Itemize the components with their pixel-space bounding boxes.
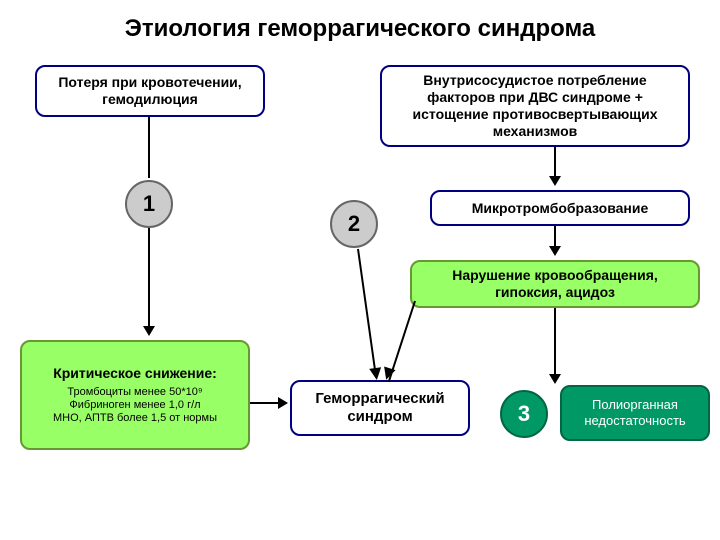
circle-1-label: 1 (143, 191, 155, 217)
box-hypoxia-text: Нарушение кровообращения, гипоксия, ацид… (422, 267, 688, 301)
box-hypoxia: Нарушение кровообращения, гипоксия, ацид… (410, 260, 700, 308)
arrow-loss-to-1 (148, 117, 150, 178)
box-polyorgan: Полиорганная недостаточность (560, 385, 710, 441)
circle-3: 3 (500, 390, 548, 438)
critical-item-0: Тромбоциты менее 50*10⁹ (53, 386, 217, 399)
box-critical-title: Критическое снижение: (53, 365, 217, 382)
arrow-head-critical-to-hs (278, 397, 288, 409)
arrow-hyp-to-3 (554, 308, 556, 376)
critical-item-2: МНО, АПТВ более 1,5 от нормы (53, 412, 217, 425)
arrow-intra-to-micro (554, 147, 556, 178)
box-critical-items: Тромбоциты менее 50*10⁹ Фибриноген менее… (53, 386, 217, 426)
box-polyorgan-text: Полиорганная недостаточность (572, 397, 698, 428)
arrow-2-to-hs (357, 249, 377, 378)
box-intravascular-text: Внутрисосудистое потребление факторов пр… (392, 72, 678, 139)
arrow-critical-to-hs (250, 402, 280, 404)
box-critical-decrease: Критическое снижение: Тромбоциты менее 5… (20, 340, 250, 450)
box-blood-loss-text: Потеря при кровотечении, гемодилюция (47, 74, 253, 108)
circle-3-label: 3 (518, 401, 530, 427)
arrow-micro-to-hyp (554, 226, 556, 248)
circle-2-label: 2 (348, 211, 360, 237)
arrow-head-hyp-to-3 (549, 374, 561, 384)
box-microthrombo: Микротромбобразование (430, 190, 690, 226)
box-hemorrhagic-text: Геморрагический синдром (302, 390, 458, 426)
arrow-head-intra-to-micro (549, 176, 561, 186)
box-intravascular: Внутрисосудистое потребление факторов пр… (380, 65, 690, 147)
box-microthrombo-text: Микротромбобразование (472, 200, 649, 217)
circle-2: 2 (330, 200, 378, 248)
arrow-head-micro-to-hyp (549, 246, 561, 256)
arrow-head-1-to-critical (143, 326, 155, 336)
arrow-1-to-critical (148, 228, 150, 326)
box-blood-loss: Потеря при кровотечении, гемодилюция (35, 65, 265, 117)
page-title: Этиология геморрагического синдрома (0, 15, 720, 43)
circle-1: 1 (125, 180, 173, 228)
critical-item-1: Фибриноген менее 1,0 г/л (53, 399, 217, 412)
box-hemorrhagic-syndrome: Геморрагический синдром (290, 380, 470, 436)
